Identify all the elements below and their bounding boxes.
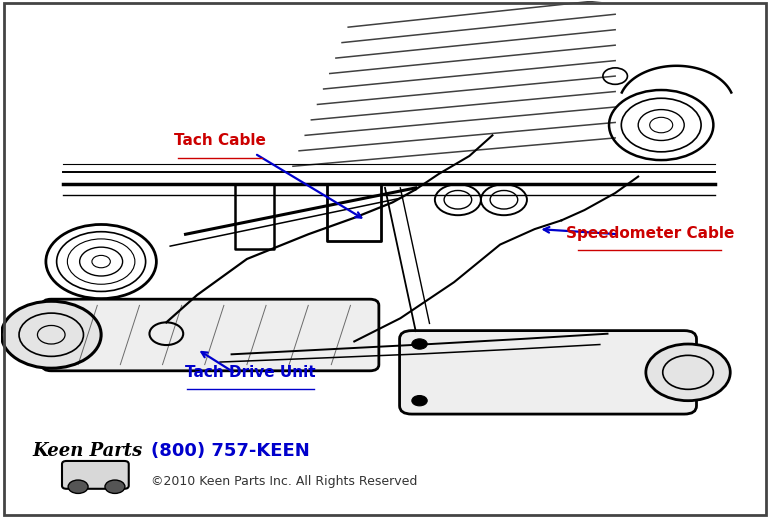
Text: Keen Parts: Keen Parts (32, 442, 142, 460)
FancyBboxPatch shape (42, 299, 379, 371)
Text: ©2010 Keen Parts Inc. All Rights Reserved: ©2010 Keen Parts Inc. All Rights Reserve… (151, 474, 417, 487)
FancyBboxPatch shape (62, 461, 129, 489)
Circle shape (412, 339, 427, 349)
Text: Speedometer Cable: Speedometer Cable (565, 226, 734, 241)
FancyBboxPatch shape (400, 330, 697, 414)
Circle shape (646, 344, 730, 401)
Text: Tach Cable: Tach Cable (174, 133, 266, 148)
Circle shape (412, 396, 427, 406)
Text: (800) 757-KEEN: (800) 757-KEEN (151, 442, 310, 460)
Text: Tach Drive Unit: Tach Drive Unit (186, 365, 316, 380)
Circle shape (105, 480, 125, 494)
Circle shape (68, 480, 88, 494)
Circle shape (2, 301, 101, 368)
